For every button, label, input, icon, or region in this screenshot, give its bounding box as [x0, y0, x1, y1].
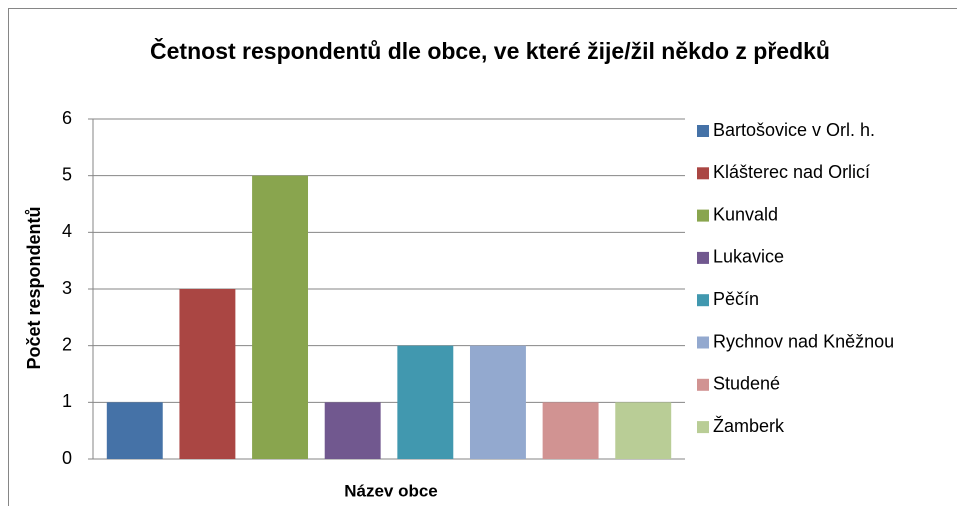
legend-swatch	[697, 294, 709, 307]
legend-label: Studené	[713, 374, 780, 394]
legend-label: Rychnov nad Kněžnou	[713, 331, 894, 351]
x-axis-label: Název obce	[344, 481, 438, 500]
bar	[106, 402, 163, 459]
legend-swatch	[697, 209, 709, 222]
legend-label: Kunvald	[713, 204, 778, 224]
legend-swatch	[697, 125, 709, 137]
bar	[252, 175, 309, 459]
legend-swatch	[697, 167, 709, 180]
legend-label: Klášterec nad Orlicí	[713, 162, 870, 182]
legend-swatch	[697, 251, 709, 264]
legend-label: Pěčín	[713, 289, 759, 309]
bar	[397, 345, 454, 459]
y-tick-label: 1	[62, 391, 72, 411]
bar	[469, 345, 526, 459]
legend-label: Bartošovice v Orl. h.	[713, 120, 875, 140]
y-tick-label: 4	[62, 221, 72, 241]
y-tick-label: 3	[62, 278, 72, 298]
legend-label: Lukavice	[713, 247, 784, 267]
y-tick-label: 5	[62, 164, 72, 184]
y-tick-label: 0	[62, 448, 72, 468]
legend-swatch	[697, 421, 709, 434]
legend-swatch	[697, 378, 709, 391]
bar	[179, 289, 236, 459]
bar	[324, 402, 381, 459]
bar	[615, 402, 672, 459]
legend-label: Žamberk	[713, 416, 785, 436]
y-tick-label: 6	[62, 108, 72, 128]
bar	[542, 402, 599, 459]
legend-swatch	[697, 336, 709, 349]
chart-title: Četnost respondentů dle obce, ve které ž…	[150, 38, 830, 64]
y-tick-label: 2	[62, 334, 72, 354]
y-axis-label: Počet respondentů	[24, 206, 44, 369]
chart-frame	[8, 8, 957, 506]
